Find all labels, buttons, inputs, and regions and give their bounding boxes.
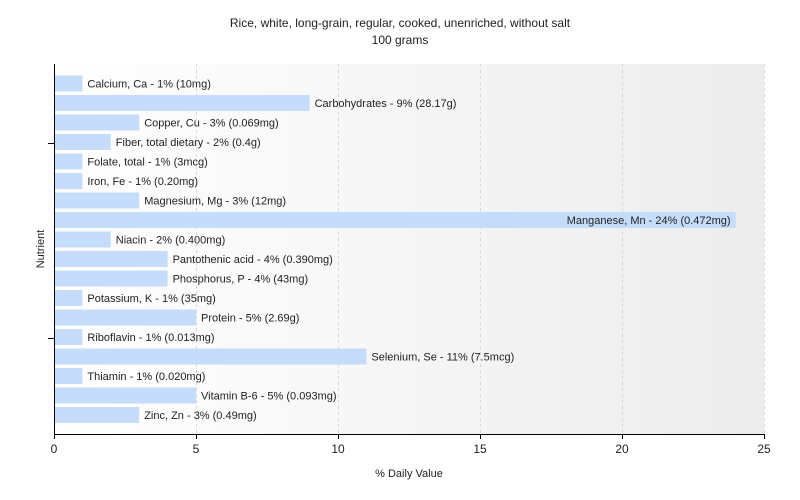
bar — [55, 192, 140, 209]
grid-lines — [196, 64, 765, 434]
bar-data-label: Zinc, Zn - 3% (0.49mg) — [144, 410, 256, 422]
bar-data-label: Calcium, Ca - 1% (10mg) — [87, 79, 210, 91]
x-tick-label: 25 — [757, 442, 771, 456]
plot-area — [54, 64, 764, 434]
x-tick-label: 0 — [51, 442, 58, 456]
bar — [55, 75, 83, 92]
bar-data-label: Pantothenic acid - 4% (0.390mg) — [173, 254, 333, 266]
y-axis-label: Nutrient — [35, 230, 47, 269]
axes: 0 5 10 15 20 25 — [48, 64, 771, 456]
bar-data-label: Folate, total - 1% (3mcg) — [87, 157, 207, 169]
bar-data-label: Iron, Fe - 1% (0.20mg) — [87, 176, 198, 188]
bar — [55, 231, 111, 248]
bar-data-label: Copper, Cu - 3% (0.069mg) — [144, 118, 279, 130]
bars — [55, 75, 736, 423]
bar-data-label: Fiber, total dietary - 2% (0.4g) — [116, 137, 261, 149]
bar — [55, 407, 140, 423]
bar — [55, 270, 168, 287]
bar — [55, 387, 196, 404]
bar — [55, 251, 168, 267]
bar-data-label: Selenium, Se - 11% (7.5mcg) — [371, 352, 514, 364]
x-axis-label: % Daily Value — [375, 468, 443, 480]
bar-data-label: Protein - 5% (2.69g) — [201, 313, 299, 325]
bar-data-label: Magnesium, Mg - 3% (12mg) — [144, 196, 286, 208]
bar — [55, 309, 196, 326]
x-tick-label: 20 — [615, 442, 629, 456]
bar — [55, 329, 83, 345]
bar — [55, 153, 83, 170]
bar — [55, 290, 83, 306]
chart-subtitle: 100 grams — [372, 33, 429, 47]
bar-data-label: Vitamin B-6 - 5% (0.093mg) — [201, 391, 337, 403]
data-labels: Calcium, Ca - 1% (10mg) Carbohydrates - 9… — [87, 79, 730, 423]
chart-title: Rice, white, long-grain, regular, cooked… — [230, 16, 571, 30]
x-tick-label: 10 — [331, 442, 345, 456]
bar-data-label: Potassium, K - 1% (35mg) — [87, 293, 215, 305]
bar-data-label: Thiamin - 1% (0.020mg) — [87, 371, 205, 383]
bar-data-label: Manganese, Mn - 24% (0.472mg) — [567, 215, 731, 227]
bar-data-label: Phosphorus, P - 4% (43mg) — [173, 274, 309, 286]
bar-data-label: Carbohydrates - 9% (28.17g) — [315, 98, 457, 110]
bar — [55, 114, 140, 131]
x-tick-label: 5 — [193, 442, 200, 456]
bar — [55, 95, 310, 111]
bar — [55, 368, 83, 384]
bar — [55, 134, 111, 150]
bar — [55, 348, 367, 365]
bar-data-label: Riboflavin - 1% (0.013mg) — [87, 332, 214, 344]
bar — [55, 173, 83, 189]
bar-data-label: Niacin - 2% (0.400mg) — [116, 235, 225, 247]
bar — [55, 212, 736, 228]
x-tick-label: 15 — [473, 442, 487, 456]
